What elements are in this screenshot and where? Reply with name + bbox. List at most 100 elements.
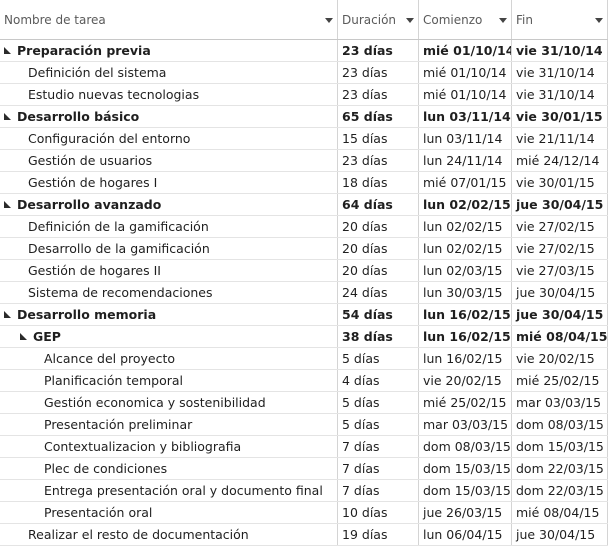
summary-task-row[interactable]: Desarrollo memoria 54 días lun 16/02/15 jue… xyxy=(0,304,608,326)
task-name-cell[interactable]: Definición del sistema xyxy=(0,62,338,83)
end-cell[interactable]: vie 27/03/15 xyxy=(512,260,608,281)
start-cell[interactable]: lun 16/02/15 xyxy=(419,304,512,325)
task-row[interactable]: Gestión economica y sostenibilidad 5 días… xyxy=(0,392,608,414)
duration-cell[interactable]: 10 días xyxy=(338,502,419,523)
start-cell[interactable]: mié 01/10/14 xyxy=(419,40,512,61)
start-cell[interactable]: mié 07/01/15 xyxy=(419,172,512,193)
task-row[interactable]: Desarrollo de la gamificación 20 días lun … xyxy=(0,238,608,260)
end-cell[interactable]: dom 08/03/15 xyxy=(512,414,608,435)
start-cell[interactable]: mié 01/10/14 xyxy=(419,62,512,83)
duration-cell[interactable]: 65 días xyxy=(338,106,419,127)
start-cell[interactable]: lun 16/02/15 xyxy=(419,348,512,369)
end-cell[interactable]: mié 08/04/15 xyxy=(512,502,608,523)
end-cell[interactable]: dom 22/03/15 xyxy=(512,480,608,501)
dropdown-arrow-icon[interactable] xyxy=(406,17,414,23)
task-name-cell[interactable]: Presentación oral xyxy=(0,502,338,523)
start-cell[interactable]: lun 30/03/15 xyxy=(419,282,512,303)
duration-cell[interactable]: 64 días xyxy=(338,194,419,215)
duration-cell[interactable]: 54 días xyxy=(338,304,419,325)
duration-cell[interactable]: 15 días xyxy=(338,128,419,149)
summary-task-row[interactable]: Preparación previa 23 días mié 01/10/14 vie… xyxy=(0,40,608,62)
end-cell[interactable]: mié 25/02/15 xyxy=(512,370,608,391)
duration-cell[interactable]: 20 días xyxy=(338,260,419,281)
duration-cell[interactable]: 20 días xyxy=(338,216,419,237)
task-name-cell[interactable]: Planificación temporal xyxy=(0,370,338,391)
start-cell[interactable]: jue 26/03/15 xyxy=(419,502,512,523)
column-header-start[interactable]: Comienzo xyxy=(419,0,512,39)
duration-cell[interactable]: 5 días xyxy=(338,414,419,435)
start-cell[interactable]: mar 03/03/15 xyxy=(419,414,512,435)
task-name-cell[interactable]: Desarrollo avanzado xyxy=(0,194,338,215)
duration-cell[interactable]: 7 días xyxy=(338,480,419,501)
task-row[interactable]: Definición de la gamificación 20 días lun … xyxy=(0,216,608,238)
task-row[interactable]: Presentación oral 10 días jue 26/03/15 mié … xyxy=(0,502,608,524)
task-row[interactable]: Gestión de usuarios 23 días lun 24/11/14 mi… xyxy=(0,150,608,172)
column-header-end[interactable]: Fin xyxy=(512,0,608,39)
end-cell[interactable]: jue 30/04/15 xyxy=(512,194,608,215)
duration-cell[interactable]: 4 días xyxy=(338,370,419,391)
dropdown-arrow-icon[interactable] xyxy=(595,17,603,23)
task-name-cell[interactable]: Preparación previa xyxy=(0,40,338,61)
task-name-cell[interactable]: Sistema de recomendaciones xyxy=(0,282,338,303)
duration-cell[interactable]: 20 días xyxy=(338,238,419,259)
duration-cell[interactable]: 23 días xyxy=(338,62,419,83)
collapse-triangle-icon[interactable] xyxy=(4,201,11,208)
dropdown-arrow-icon[interactable] xyxy=(499,17,507,23)
duration-cell[interactable]: 24 días xyxy=(338,282,419,303)
duration-cell[interactable]: 19 días xyxy=(338,524,419,545)
task-row[interactable]: Planificación temporal 4 días vie 20/02/15… xyxy=(0,370,608,392)
start-cell[interactable]: lun 24/11/14 xyxy=(419,150,512,171)
dropdown-arrow-icon[interactable] xyxy=(325,17,333,23)
start-cell[interactable]: vie 20/02/15 xyxy=(419,370,512,391)
duration-cell[interactable]: 5 días xyxy=(338,348,419,369)
start-cell[interactable]: lun 06/04/15 xyxy=(419,524,512,545)
task-name-cell[interactable]: Gestión de hogares I xyxy=(0,172,338,193)
start-cell[interactable]: lun 03/11/14 xyxy=(419,128,512,149)
end-cell[interactable]: mar 03/03/15 xyxy=(512,392,608,413)
task-name-cell[interactable]: GEP xyxy=(0,326,338,347)
end-cell[interactable]: vie 30/01/15 xyxy=(512,106,608,127)
task-name-cell[interactable]: Presentación preliminar xyxy=(0,414,338,435)
duration-cell[interactable]: 38 días xyxy=(338,326,419,347)
end-cell[interactable]: vie 30/01/15 xyxy=(512,172,608,193)
start-cell[interactable]: lun 02/02/15 xyxy=(419,238,512,259)
end-cell[interactable]: dom 15/03/15 xyxy=(512,436,608,457)
task-name-cell[interactable]: Entrega presentación oral y documento fi… xyxy=(0,480,338,501)
end-cell[interactable]: mié 24/12/14 xyxy=(512,150,608,171)
end-cell[interactable]: jue 30/04/15 xyxy=(512,304,608,325)
task-row[interactable]: Configuración del entorno 15 días lun 03/1… xyxy=(0,128,608,150)
task-name-cell[interactable]: Gestión economica y sostenibilidad xyxy=(0,392,338,413)
task-name-cell[interactable]: Definición de la gamificación xyxy=(0,216,338,237)
start-cell[interactable]: dom 08/03/15 xyxy=(419,436,512,457)
task-row[interactable]: Gestión de hogares II 20 días lun 02/03/15… xyxy=(0,260,608,282)
task-name-cell[interactable]: Plec de condiciones xyxy=(0,458,338,479)
end-cell[interactable]: dom 22/03/15 xyxy=(512,458,608,479)
collapse-triangle-icon[interactable] xyxy=(4,47,11,54)
summary-task-row[interactable]: GEP 38 días lun 16/02/15 mié 08/04/15 xyxy=(0,326,608,348)
end-cell[interactable]: jue 30/04/15 xyxy=(512,524,608,545)
start-cell[interactable]: lun 16/02/15 xyxy=(419,326,512,347)
task-row[interactable]: Realizar el resto de documentación 19 día… xyxy=(0,524,608,546)
duration-cell[interactable]: 7 días xyxy=(338,436,419,457)
task-row[interactable]: Estudio nuevas tecnologias 23 días mié 01/… xyxy=(0,84,608,106)
duration-cell[interactable]: 18 días xyxy=(338,172,419,193)
duration-cell[interactable]: 7 días xyxy=(338,458,419,479)
end-cell[interactable]: vie 31/10/14 xyxy=(512,84,608,105)
duration-cell[interactable]: 23 días xyxy=(338,150,419,171)
task-name-cell[interactable]: Alcance del proyecto xyxy=(0,348,338,369)
task-name-cell[interactable]: Desarrollo de la gamificación xyxy=(0,238,338,259)
start-cell[interactable]: mié 25/02/15 xyxy=(419,392,512,413)
end-cell[interactable]: vie 21/11/14 xyxy=(512,128,608,149)
task-row[interactable]: Alcance del proyecto 5 días lun 16/02/15 vi… xyxy=(0,348,608,370)
start-cell[interactable]: lun 03/11/14 xyxy=(419,106,512,127)
end-cell[interactable]: mié 08/04/15 xyxy=(512,326,608,347)
end-cell[interactable]: vie 31/10/14 xyxy=(512,62,608,83)
duration-cell[interactable]: 23 días xyxy=(338,84,419,105)
collapse-triangle-icon[interactable] xyxy=(4,311,11,318)
start-cell[interactable]: dom 15/03/15 xyxy=(419,480,512,501)
start-cell[interactable]: dom 15/03/15 xyxy=(419,458,512,479)
start-cell[interactable]: lun 02/02/15 xyxy=(419,216,512,237)
task-name-cell[interactable]: Gestión de usuarios xyxy=(0,150,338,171)
summary-task-row[interactable]: Desarrollo básico 65 días lun 03/11/14 vie … xyxy=(0,106,608,128)
task-row[interactable]: Presentación preliminar 5 días mar 03/03/1… xyxy=(0,414,608,436)
